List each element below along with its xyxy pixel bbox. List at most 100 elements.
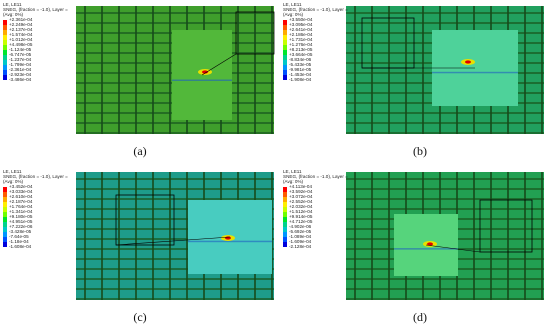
legend-label: -6.747e-05: [9, 52, 32, 57]
stiffener-v: [152, 6, 154, 134]
hotspot-inner: [202, 70, 208, 74]
stiffener-h: [346, 188, 544, 190]
legend-swatch: [3, 232, 7, 237]
zoom-connector: [115, 236, 231, 246]
legend-header: (Avg: 0%): [3, 179, 24, 184]
legend-label: +4.951e-05: [9, 219, 33, 224]
legend-label: -2.128e-04: [289, 244, 312, 249]
stiffener-h: [346, 178, 544, 180]
legend-swatch: [3, 227, 7, 232]
legend-label: -1.124e-05: [9, 47, 32, 52]
legend-label: +3.452e-04: [9, 184, 33, 189]
stiffener-h: [76, 132, 274, 134]
stiffener-v: [354, 6, 356, 134]
zoom-connector: [425, 244, 481, 253]
stiffener-h: [76, 12, 274, 14]
legend-swatch: [283, 35, 287, 40]
stiffener-h: [346, 12, 544, 14]
legend-label: +4.712e-05: [289, 219, 313, 224]
caption: (d): [413, 310, 427, 324]
legend-label: -1.908e-04: [289, 77, 312, 82]
stiffener-v: [271, 6, 273, 134]
stiffener-v: [388, 6, 390, 134]
legend-label: +3.072e-04: [289, 194, 313, 199]
stiffener-v: [405, 6, 407, 134]
legend-swatch: [3, 202, 7, 207]
stiffener-v: [135, 6, 137, 134]
stiffener-v: [84, 172, 86, 300]
legend-label: +3.592e-04: [289, 189, 313, 194]
caption: (a): [133, 144, 146, 158]
legend-swatch: [283, 45, 287, 50]
zoom-box: [115, 194, 175, 246]
legend-swatch: [3, 20, 7, 25]
stiffener-v: [541, 6, 543, 134]
stiffener-h: [76, 218, 274, 220]
legend-label: -2.361e-04: [9, 67, 32, 72]
legend-swatch: [283, 25, 287, 30]
legend-header: (Avg: 0%): [283, 12, 304, 17]
legend-swatch: [3, 30, 7, 35]
stiffener-v: [422, 6, 424, 134]
legend-label: -1.237e-04: [9, 57, 32, 62]
legend-label: +3.550e-04: [289, 17, 313, 22]
legend-label: +1.341e-04: [9, 209, 33, 214]
stiffener-h: [76, 208, 274, 210]
legend-header: SNEG, (fraction = -1.0), Layer =: [3, 7, 68, 12]
legend-swatch: [3, 192, 7, 197]
legend-swatch: [3, 207, 7, 212]
legend-swatch: [283, 232, 287, 237]
legend-label: +4.113e-04: [289, 184, 312, 189]
legend-header: SNEG, (fraction = -1.0), Layer =: [3, 174, 68, 179]
legend-label: +2.137e-04: [9, 27, 33, 32]
hotspot-inner: [427, 242, 433, 246]
legend-label: +7.222e-06: [9, 224, 33, 229]
stiffener-v: [254, 6, 256, 134]
stiffener-v: [237, 6, 239, 134]
stiffener-h: [346, 288, 544, 290]
legend-swatch: [3, 40, 7, 45]
stiffener-h: [346, 22, 544, 24]
legend-swatch: [3, 35, 7, 40]
legend-swatch: [283, 30, 287, 35]
legend-label: +1.012e-04: [9, 37, 33, 42]
patch-line: [432, 71, 518, 74]
legend-swatch: [283, 40, 287, 45]
legend-swatch: [283, 202, 287, 207]
legend-swatch: [3, 50, 7, 55]
legend-swatch: [3, 242, 7, 247]
legend-label: +1.574e-04: [9, 32, 33, 37]
legend-label: +1.512e-04: [289, 209, 313, 214]
stiffener-h: [346, 198, 544, 200]
hotspot-inner: [465, 60, 471, 64]
legend-swatch: [283, 75, 287, 80]
legend-swatch: [283, 20, 287, 25]
legend-swatch: [3, 217, 7, 222]
legend-swatch: [3, 197, 7, 202]
stiffener-h: [346, 208, 544, 210]
stiffener-h: [346, 112, 544, 114]
legend-label: -9.981e-05: [289, 67, 312, 72]
legend-swatch: [283, 197, 287, 202]
caption: (b): [413, 144, 427, 158]
stiffener-v: [152, 172, 154, 300]
legend-header: LE, LE11: [3, 2, 22, 7]
legend-swatch: [3, 75, 7, 80]
legend-label: -1.18e-04: [9, 239, 29, 244]
legend-label: +1.731e-04: [289, 37, 313, 42]
legend-label: +2.032e-04: [289, 204, 313, 209]
legend-label: +4.498e-05: [9, 42, 33, 47]
stiffener-h: [76, 22, 274, 24]
legend-label: +1.276e-04: [289, 42, 313, 47]
patch-line: [172, 79, 232, 81]
stiffener-v: [101, 6, 103, 134]
stiffener-v: [507, 172, 509, 300]
legend-swatch: [283, 187, 287, 192]
stiffener-v: [135, 172, 137, 300]
stiffener-h: [346, 298, 544, 300]
stiffener-h: [76, 198, 274, 200]
stiffener-h: [346, 132, 544, 134]
stiffener-v: [169, 6, 171, 134]
stiffener-v: [169, 172, 171, 300]
